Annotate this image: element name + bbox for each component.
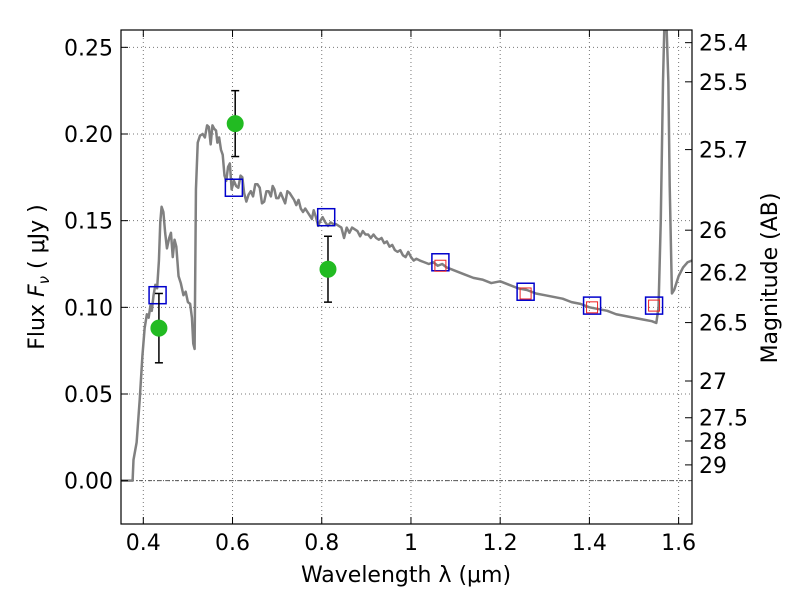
axes-frame	[120, 29, 693, 525]
model-flux-square-red	[519, 287, 532, 300]
y2-axis-label: Magnitude (AB)	[758, 193, 783, 364]
y-tick-label: 0.25	[64, 36, 113, 61]
plot-data	[121, 30, 692, 482]
y-tick-label: 0.00	[64, 470, 113, 495]
y-axis-label: Flux Fν ( μJy )	[25, 204, 53, 349]
plot-frame	[120, 29, 693, 525]
model-flux-square	[516, 282, 535, 301]
model-flux-square	[148, 285, 167, 305]
y2-tick-label: 25.7	[699, 139, 748, 164]
y-tick-label: 0.05	[64, 383, 113, 408]
x-tick-label: 1	[404, 531, 418, 556]
model-flux-square-red	[586, 301, 599, 314]
gridlines	[121, 30, 692, 524]
tick-labels: 0.4 0.6 0.8 1 1.2 1.4 1.6 0.00 0.05 0.10 0.15 0.20 0…	[64, 32, 748, 556]
y-axis-label-symbol: F	[25, 284, 50, 297]
y-tick-label: 0.15	[64, 210, 113, 235]
y2-tick-label: 26	[699, 219, 727, 244]
y2-tick-label: 25.5	[699, 71, 748, 96]
y-axis-label-subscript: ν	[35, 276, 53, 284]
x-tick-label: 0.6	[215, 531, 250, 556]
model-flux-square	[582, 296, 602, 315]
model-flux-square	[644, 296, 664, 315]
y-axis-label-prefix: Flux	[25, 297, 50, 350]
model-flux-square-red	[434, 259, 447, 272]
y2-tick-label: 26.5	[699, 312, 748, 337]
observed-flux-point	[319, 260, 337, 278]
observed-flux-point	[226, 115, 244, 133]
model-flux-square	[224, 178, 244, 197]
y-tick-label: 0.20	[64, 123, 113, 148]
x-axis-label: Wavelength λ (μm)	[301, 563, 511, 588]
x-tick-label: 0.4	[126, 531, 161, 556]
sed-model-line	[121, 30, 692, 482]
model-flux-square-red	[648, 299, 661, 312]
x-tick-label: 1.4	[572, 531, 607, 556]
y-axis-label-suffix: ( μJy )	[25, 204, 50, 276]
x-tick-label: 1.6	[661, 531, 696, 556]
y2-tick-label: 28	[699, 430, 727, 455]
x-tick-label: 0.8	[304, 531, 339, 556]
y2-tick-label: 25.4	[699, 32, 748, 57]
y2-tick-label: 27	[699, 370, 727, 395]
y2-tick-label: 29	[699, 454, 727, 479]
x-tick-label: 1.2	[483, 531, 518, 556]
model-flux-square	[316, 207, 336, 227]
y2-tick-label: 26.2	[699, 261, 748, 286]
y2-tick-label: 27.5	[699, 407, 748, 432]
observed-flux-point	[150, 319, 168, 337]
y-tick-label: 0.10	[64, 296, 113, 321]
